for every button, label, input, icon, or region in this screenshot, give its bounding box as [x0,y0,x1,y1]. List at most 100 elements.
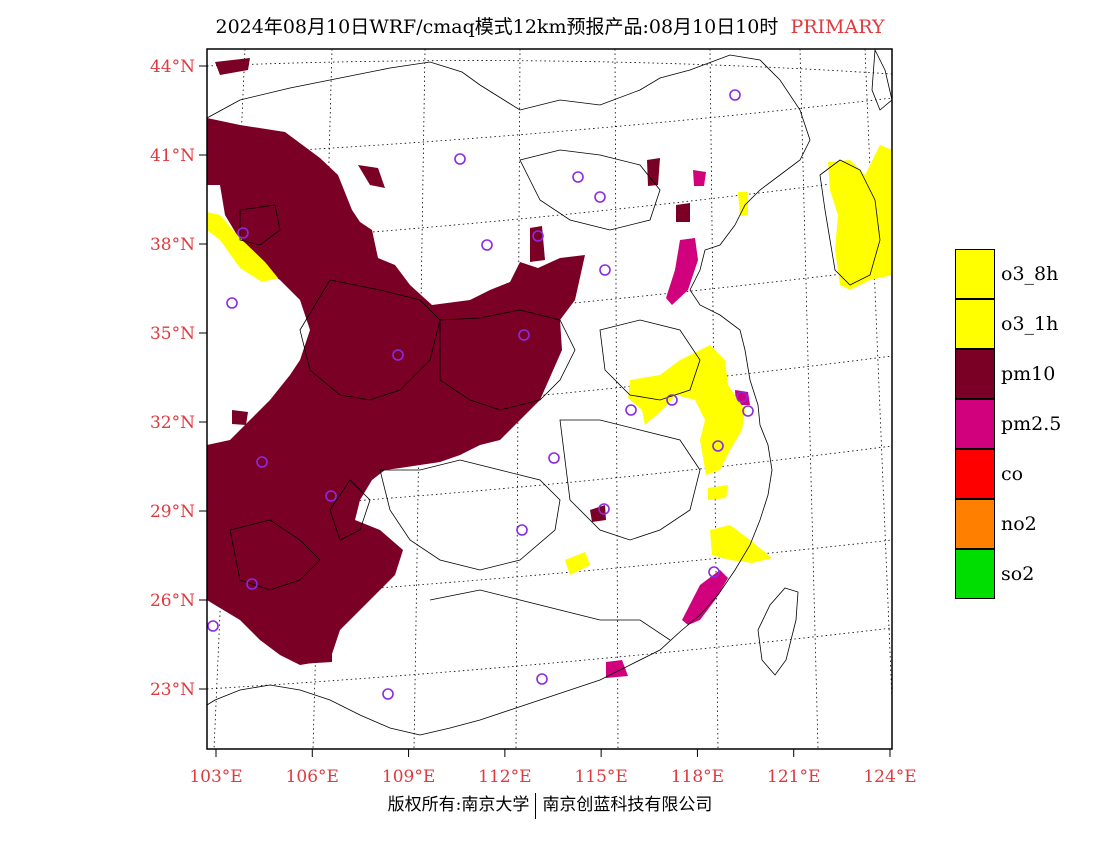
station-marker [666,394,678,406]
station-marker [226,297,238,309]
japan-outline [871,49,892,111]
legend-swatch [955,449,995,499]
station-marker [712,440,724,452]
legend-item-pm10: pm10 [955,349,1085,399]
station-marker [325,490,337,502]
station-marker [548,452,560,464]
map-clip-content [207,49,892,749]
station-marker [518,329,530,341]
station-marker [481,239,493,251]
meridian-124 [864,49,892,701]
legend-swatch [955,299,995,349]
province-line-5 [559,419,701,541]
station-marker [736,391,748,403]
legend-label: pm2.5 [1001,413,1062,435]
station-marker [256,456,268,468]
province-line-2 [299,279,441,401]
province-line-7 [519,149,661,231]
legend-item-no2: no2 [955,499,1085,549]
map-border [206,48,893,750]
station-marker [246,578,258,590]
province-line-3 [439,309,576,411]
province-line-6 [429,589,671,641]
legend-label: o3_8h [1001,263,1059,285]
station-marker [572,171,584,183]
legend-item-o3_8h: o3_8h [955,249,1085,299]
pm25-shandong [666,238,698,305]
copyright-owner: 版权所有:南京大学 [387,795,530,815]
province-line-4 [379,459,561,571]
copyright-company: 南京创蓝科技有限公司 [542,795,713,815]
legend-item-o3_1h: o3_1h [955,299,1085,349]
parallel-38 [207,175,892,245]
legend-item-co: co [955,449,1085,499]
station-markers [207,89,754,700]
pollutant-legend: o3_8h o3_1h pm10 pm2.5 co no2 so2 [955,249,1085,599]
latitude-label: 23°N [150,680,195,700]
legend-item-so2: so2 [955,549,1085,599]
o3-patch-2 [738,192,748,216]
parallel-32 [207,355,892,423]
latitude-label: 38°N [150,235,195,255]
longitude-label: 118°E [671,767,724,787]
o3-zhejiang [710,525,772,563]
station-marker [729,89,741,101]
parallel-26 [207,539,892,601]
pm10-small-2 [647,158,660,186]
parallel-35 [207,267,892,334]
station-marker [207,620,219,632]
china-southwest-border [207,684,421,736]
pm10-mongolia-patch [215,58,250,75]
parallel-23 [207,627,892,690]
legend-label: co [1001,463,1024,485]
province-line-9 [229,519,321,591]
latitude-label: 32°N [150,413,195,433]
legend-swatch [955,499,995,549]
pm25-guangdong [606,660,628,678]
pm10-small-5 [296,650,332,664]
station-marker [536,673,548,685]
province-line-8 [599,319,701,401]
china-north-border [207,54,811,226]
pm10-north-patch [358,165,385,188]
footer-separator [535,792,537,819]
o3-patch-1 [708,485,728,500]
station-marker [237,227,249,239]
longitude-label: 103°E [189,767,242,787]
latitude-axis: 44°N 41°N 38°N 35°N 32°N 29°N 26°N 23°N [150,57,207,700]
pm10-small-3 [676,203,690,222]
station-marker [516,524,528,536]
station-marker [625,404,637,416]
korea-outline [819,159,881,286]
longitude-label: 115°E [574,767,627,787]
station-marker [708,566,720,578]
longitude-label: 112°E [478,767,531,787]
station-marker [742,405,754,417]
legend-swatch [955,399,995,449]
station-marker [382,688,394,700]
legend-label: o3_1h [1001,313,1059,335]
latitude-label: 26°N [150,591,195,611]
longitude-label: 121°E [767,767,820,787]
pm25-hebei [693,170,706,186]
legend-item-pm2_5: pm2.5 [955,399,1085,449]
legend-swatch [955,349,995,399]
longitude-label: 106°E [286,767,339,787]
o3-northwest [207,212,278,282]
province-line-1 [239,204,281,246]
latitude-label: 29°N [150,502,195,522]
station-marker [454,153,466,165]
pm10-small-6 [232,410,248,425]
legend-label: so2 [1001,563,1035,585]
title-main-text: 2024年08月10日WRF/cmaq模式12km预报产品:08月10日10时 [215,16,779,38]
station-marker [599,264,611,276]
province-line-10 [329,479,371,541]
legend-swatch [955,549,995,599]
station-marker [392,349,404,361]
legend-swatch [955,249,995,299]
o3-anhui-jiangsu [628,345,745,475]
station-marker [598,503,610,515]
pm25-fujian-coast [682,570,728,625]
latitude-label: 41°N [150,146,195,166]
